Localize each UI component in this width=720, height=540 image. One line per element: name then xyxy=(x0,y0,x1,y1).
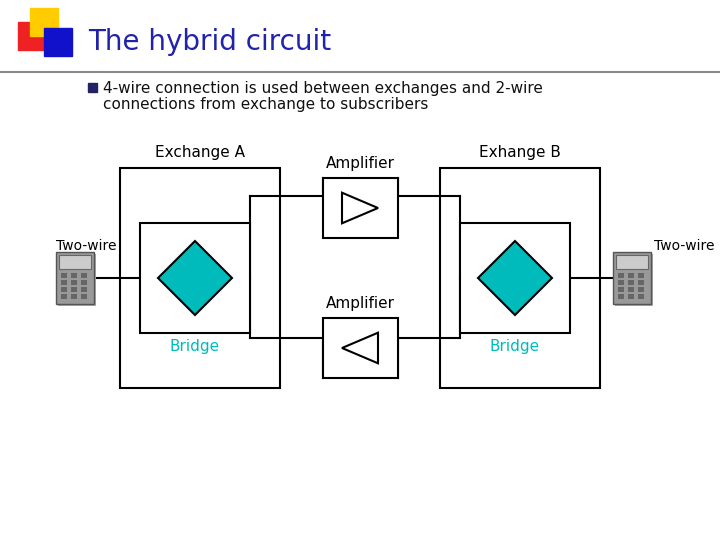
Bar xyxy=(618,294,624,299)
Bar xyxy=(618,287,624,292)
Bar xyxy=(323,318,397,378)
Bar xyxy=(323,178,397,238)
Bar xyxy=(628,287,634,292)
Text: Exhange B: Exhange B xyxy=(479,145,561,160)
Bar xyxy=(61,287,67,292)
Text: The hybrid circuit: The hybrid circuit xyxy=(88,28,331,56)
Bar xyxy=(628,273,634,278)
Text: Bridge: Bridge xyxy=(490,340,540,354)
Bar xyxy=(628,294,634,299)
Bar xyxy=(616,255,648,269)
Bar xyxy=(81,280,87,285)
Text: Amplifier: Amplifier xyxy=(325,156,395,171)
Polygon shape xyxy=(342,193,378,224)
Text: connections from exchange to subscribers: connections from exchange to subscribers xyxy=(103,97,428,111)
Text: Two-wire: Two-wire xyxy=(654,239,714,253)
Polygon shape xyxy=(158,241,232,315)
Bar xyxy=(18,22,46,50)
Bar xyxy=(61,280,67,285)
Text: Bridge: Bridge xyxy=(170,340,220,354)
Polygon shape xyxy=(478,241,552,315)
Bar xyxy=(638,294,644,299)
Polygon shape xyxy=(342,333,378,363)
Bar xyxy=(30,8,58,36)
Bar xyxy=(71,294,77,299)
Bar xyxy=(81,287,87,292)
Bar xyxy=(61,294,67,299)
Text: 4-wire connection is used between exchanges and 2-wire: 4-wire connection is used between exchan… xyxy=(103,80,543,96)
Bar xyxy=(140,223,250,333)
Bar xyxy=(638,273,644,278)
Bar xyxy=(618,273,624,278)
Bar xyxy=(59,255,91,269)
Bar xyxy=(44,28,72,56)
Bar xyxy=(71,287,77,292)
Bar xyxy=(71,280,77,285)
Bar xyxy=(638,287,644,292)
Bar xyxy=(88,83,97,92)
Bar xyxy=(81,273,87,278)
FancyBboxPatch shape xyxy=(615,254,653,306)
Text: Exchange A: Exchange A xyxy=(155,145,245,160)
Text: Amplifier: Amplifier xyxy=(325,296,395,311)
Bar xyxy=(628,280,634,285)
Bar xyxy=(61,273,67,278)
FancyBboxPatch shape xyxy=(58,254,96,306)
Bar xyxy=(618,280,624,285)
Bar xyxy=(71,273,77,278)
Bar xyxy=(613,252,651,304)
Bar xyxy=(638,280,644,285)
Text: Two-wire: Two-wire xyxy=(56,239,117,253)
Bar xyxy=(460,223,570,333)
Bar xyxy=(440,168,600,388)
Bar xyxy=(56,252,94,304)
Bar xyxy=(120,168,280,388)
Bar xyxy=(81,294,87,299)
